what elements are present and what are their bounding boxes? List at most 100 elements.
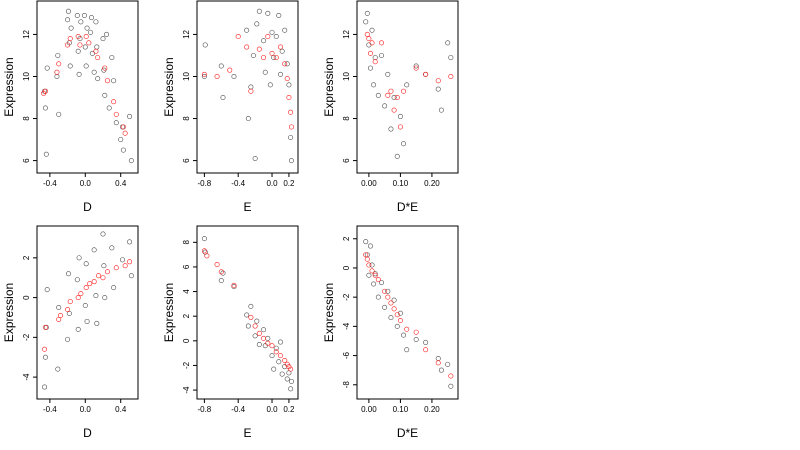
red-point	[67, 299, 73, 305]
black-point	[277, 339, 283, 345]
black-point	[220, 95, 226, 101]
red-point	[369, 40, 375, 46]
black-point	[101, 263, 107, 269]
red-point	[375, 277, 381, 283]
y-tick-label: 8	[182, 116, 191, 121]
black-point	[252, 155, 258, 161]
black-point	[93, 19, 99, 25]
red-point	[91, 279, 97, 285]
red-point	[404, 326, 410, 332]
black-point	[423, 339, 429, 345]
black-point	[391, 95, 397, 101]
black-point	[276, 359, 282, 365]
black-point	[95, 76, 101, 82]
red-point	[277, 353, 283, 359]
red-point	[204, 253, 210, 259]
red-point	[104, 78, 110, 84]
black-point	[91, 69, 97, 75]
black-point	[68, 25, 74, 31]
black-point	[279, 371, 285, 377]
red-point	[382, 288, 388, 294]
black-point	[286, 82, 292, 88]
black-point	[83, 261, 89, 267]
y-tick-label: 10	[342, 71, 351, 80]
black-point	[394, 153, 400, 159]
y-axis-label: Expression	[162, 57, 176, 116]
black-point	[118, 137, 124, 143]
red-point	[394, 95, 400, 101]
black-point	[367, 65, 373, 71]
black-point	[42, 384, 48, 390]
red-point	[56, 316, 62, 322]
black-point	[102, 92, 108, 98]
red-point	[273, 55, 279, 61]
black-point	[378, 52, 384, 58]
black-point	[81, 13, 87, 19]
red-point	[397, 318, 403, 324]
black-point	[231, 73, 237, 79]
red-point	[244, 44, 250, 50]
panel-e-top: -0.8 -0.4 0.0 0.2 6 8 10 12 E Expression	[162, 0, 299, 214]
red-point	[367, 50, 373, 56]
black-point	[248, 303, 254, 309]
black-point	[256, 8, 262, 14]
black-point	[391, 297, 397, 303]
red-point	[54, 69, 60, 75]
black-point	[254, 318, 260, 324]
red-point	[448, 73, 454, 79]
black-point	[128, 273, 134, 279]
black-point	[277, 71, 283, 77]
black-point	[75, 326, 81, 332]
y-tick-label: 6	[182, 264, 191, 269]
black-point	[271, 366, 277, 372]
red-point	[256, 46, 262, 52]
black-point	[104, 31, 110, 37]
black-point	[252, 333, 258, 339]
y-tick-label: 2	[182, 313, 191, 318]
plot-frame	[196, 225, 299, 400]
x-tick-label: 0.0	[80, 405, 92, 414]
x-axis-label: D*E	[397, 200, 418, 214]
y-axis-label: Expression	[322, 283, 336, 342]
x-tick-label: 0.20	[424, 179, 440, 188]
black-point	[366, 42, 372, 48]
black-point	[67, 63, 73, 69]
red-point	[57, 312, 63, 318]
y-tick-label: 8	[22, 116, 31, 121]
black-point	[404, 82, 410, 88]
red-point	[248, 314, 254, 320]
black-point	[54, 73, 60, 79]
black-point	[93, 293, 99, 299]
red-point	[252, 323, 258, 329]
black-point	[372, 271, 378, 277]
y-axis-label: Expression	[2, 283, 16, 342]
x-tick-label: 0.20	[424, 405, 440, 414]
y-tick-label: -6	[342, 351, 351, 359]
y-tick-label: -2	[342, 293, 351, 301]
red-point	[282, 61, 288, 67]
black-point	[244, 27, 250, 33]
black-point	[282, 27, 288, 33]
y-tick-label: 10	[182, 71, 191, 80]
red-point	[127, 259, 133, 265]
red-point	[288, 366, 294, 372]
y-axis-label: Expression	[322, 57, 336, 116]
red-point	[120, 124, 126, 130]
red-point	[401, 88, 407, 94]
black-point	[201, 236, 207, 242]
black-point	[367, 243, 373, 249]
red-point	[218, 269, 224, 275]
black-point	[369, 262, 375, 268]
black-point	[401, 141, 407, 147]
red-point	[435, 78, 441, 84]
black-point	[218, 63, 224, 69]
red-point	[261, 335, 267, 341]
y-tick-label: 12	[342, 29, 351, 38]
x-axis-label: D	[83, 426, 92, 440]
black-point	[279, 48, 285, 54]
plot-frame	[356, 225, 459, 400]
black-point	[284, 61, 290, 67]
black-point	[76, 71, 82, 77]
x-axis-label: E	[243, 200, 251, 214]
red-point	[104, 269, 110, 275]
